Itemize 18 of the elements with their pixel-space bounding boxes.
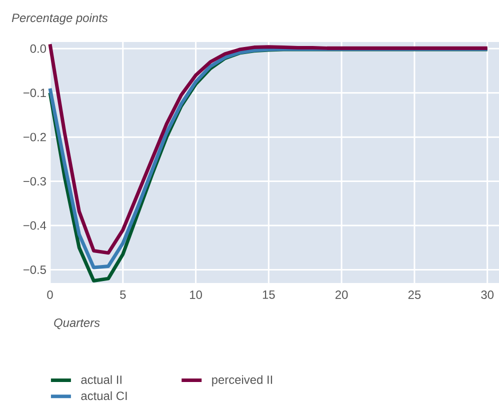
y-tick-label: −0.1 (23, 88, 46, 98)
x-tick-label: 30 (481, 290, 494, 299)
x-tick-label: 10 (190, 290, 202, 299)
y-tick-label: −0.4 (23, 221, 46, 230)
x-tick-label: 15 (262, 290, 275, 299)
y-tick-label: −0.2 (23, 132, 46, 142)
y-tick-label: −0.5 (23, 266, 46, 274)
legend-label: actual CI (81, 391, 127, 400)
legend-label: actual II (81, 375, 122, 384)
x-tick-label: 0 (47, 290, 53, 299)
y-tick-label: 0.0 (30, 44, 46, 53)
y-axis-title: Percentage points (12, 13, 108, 24)
y-tick-label: −0.3 (23, 177, 46, 186)
legend-label: perceived II (212, 375, 272, 386)
x-tick-label: 20 (336, 290, 348, 299)
x-tick-label: 25 (408, 290, 421, 299)
x-axis-title: Quarters (54, 318, 100, 330)
x-tick-label: 5 (120, 290, 126, 299)
